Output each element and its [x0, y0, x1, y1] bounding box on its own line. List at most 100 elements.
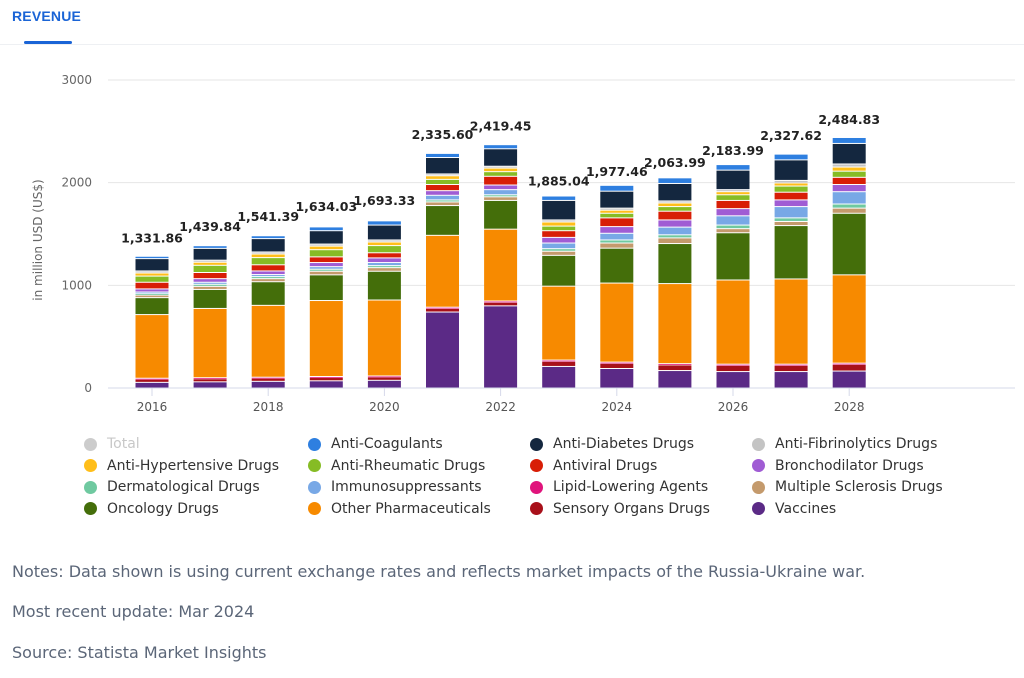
bar-stack-2022[interactable] [484, 145, 518, 388]
bar-segment-sensory-organs-drugs[interactable] [484, 302, 518, 306]
bar-segment-sensory-organs-drugs[interactable] [193, 379, 227, 382]
bar-segment-multiple-sclerosis-drugs[interactable] [716, 229, 750, 233]
bar-segment-lipid-lowering-agents[interactable] [135, 378, 169, 380]
bar-segment-dermatological-drugs[interactable] [658, 235, 692, 238]
bar-segment-anti-rheumatic-drugs[interactable] [600, 213, 634, 218]
bar-segment-anti-hypertensive-drugs[interactable] [658, 203, 692, 207]
bar-segment-other-pharmaceuticals[interactable] [542, 286, 576, 360]
bar-stack-2021[interactable] [426, 153, 459, 388]
bar-segment-sensory-organs-drugs[interactable] [832, 364, 866, 371]
bar-segment-oncology-drugs[interactable] [832, 213, 866, 275]
bar-segment-anti-hypertensive-drugs[interactable] [367, 242, 401, 246]
bar-segment-other-pharmaceuticals[interactable] [600, 283, 634, 362]
bar-segment-anti-diabetes-drugs[interactable] [832, 143, 866, 164]
bar-segment-anti-fibrinolytics-drugs[interactable] [484, 166, 518, 168]
bar-segment-sensory-organs-drugs[interactable] [600, 363, 634, 368]
bar-stack-2024[interactable] [600, 185, 634, 388]
bar-segment-immunosuppressants[interactable] [600, 233, 634, 240]
bar-segment-anti-diabetes-drugs[interactable] [716, 170, 750, 190]
bar-segment-anti-diabetes-drugs[interactable] [251, 239, 285, 252]
bar-segment-lipid-lowering-agents[interactable] [774, 364, 808, 366]
bar-segment-vaccines[interactable] [658, 371, 692, 388]
bar-segment-anti-rheumatic-drugs[interactable] [542, 226, 576, 231]
bar-segment-dermatological-drugs[interactable] [832, 204, 866, 208]
bar-segment-anti-hypertensive-drugs[interactable] [251, 254, 285, 258]
bar-segment-anti-diabetes-drugs[interactable] [309, 231, 343, 244]
bar-segment-anti-hypertensive-drugs[interactable] [542, 222, 576, 226]
bar-stack-2016[interactable] [135, 256, 169, 388]
bar-segment-anti-rheumatic-drugs[interactable] [774, 186, 808, 192]
bar-stack-2027[interactable] [774, 154, 808, 388]
bar-segment-lipid-lowering-agents[interactable] [658, 364, 692, 365]
bar-segment-antiviral-drugs[interactable] [600, 218, 634, 227]
bar-segment-anti-rheumatic-drugs[interactable] [832, 171, 866, 177]
bar-segment-immunosuppressants[interactable] [426, 195, 459, 200]
bar-segment-anti-coagulants[interactable] [716, 165, 750, 170]
bar-segment-other-pharmaceuticals[interactable] [251, 305, 285, 377]
bar-segment-other-pharmaceuticals[interactable] [193, 308, 227, 378]
bar-segment-anti-diabetes-drugs[interactable] [426, 158, 459, 174]
bar-segment-bronchodilator-drugs[interactable] [484, 185, 518, 190]
bar-segment-multiple-sclerosis-drugs[interactable] [658, 238, 692, 244]
bar-segment-anti-diabetes-drugs[interactable] [600, 191, 634, 208]
bar-segment-oncology-drugs[interactable] [600, 248, 634, 283]
bar-segment-sensory-organs-drugs[interactable] [658, 365, 692, 371]
bar-stack-2025[interactable] [658, 178, 692, 388]
bar-stack-2020[interactable] [367, 221, 401, 388]
bar-segment-dermatological-drugs[interactable] [716, 225, 750, 229]
bar-segment-other-pharmaceuticals[interactable] [426, 235, 459, 307]
bar-segment-multiple-sclerosis-drugs[interactable] [135, 295, 169, 298]
bar-segment-multiple-sclerosis-drugs[interactable] [251, 279, 285, 282]
bar-segment-other-pharmaceuticals[interactable] [832, 275, 866, 363]
bar-segment-dermatological-drugs[interactable] [251, 277, 285, 279]
bar-segment-other-pharmaceuticals[interactable] [484, 229, 518, 301]
bar-segment-bronchodilator-drugs[interactable] [309, 263, 343, 267]
bar-segment-anti-hypertensive-drugs[interactable] [309, 246, 343, 250]
bar-segment-lipid-lowering-agents[interactable] [832, 363, 866, 365]
bar-segment-anti-coagulants[interactable] [832, 137, 866, 143]
bar-segment-anti-fibrinolytics-drugs[interactable] [600, 208, 634, 210]
bar-segment-anti-coagulants[interactable] [367, 221, 401, 225]
tab-revenue[interactable]: REVENUE [12, 8, 82, 24]
legend-item-antiviral-drugs[interactable]: Antiviral Drugs [530, 456, 657, 476]
bar-segment-bronchodilator-drugs[interactable] [716, 209, 750, 216]
bar-segment-antiviral-drugs[interactable] [193, 273, 227, 279]
bar-segment-oncology-drugs[interactable] [309, 275, 343, 301]
bar-segment-sensory-organs-drugs[interactable] [367, 377, 401, 380]
bar-segment-other-pharmaceuticals[interactable] [658, 284, 692, 364]
bar-segment-anti-coagulants[interactable] [658, 178, 692, 183]
bar-stack-2017[interactable] [193, 246, 227, 388]
bar-segment-anti-coagulants[interactable] [484, 145, 518, 149]
bar-segment-sensory-organs-drugs[interactable] [716, 365, 750, 372]
bar-segment-oncology-drugs[interactable] [426, 206, 459, 235]
bar-segment-anti-fibrinolytics-drugs[interactable] [716, 190, 750, 192]
bar-segment-multiple-sclerosis-drugs[interactable] [600, 243, 634, 248]
bar-segment-immunosuppressants[interactable] [135, 292, 169, 294]
bar-segment-antiviral-drugs[interactable] [135, 282, 169, 289]
bar-segment-multiple-sclerosis-drugs[interactable] [832, 208, 866, 213]
bar-segment-anti-rheumatic-drugs[interactable] [193, 265, 227, 272]
bar-segment-anti-diabetes-drugs[interactable] [484, 149, 518, 166]
bar-segment-antiviral-drugs[interactable] [367, 253, 401, 258]
bar-segment-anti-diabetes-drugs[interactable] [135, 259, 169, 271]
bar-segment-sensory-organs-drugs[interactable] [774, 365, 808, 372]
bar-segment-anti-hypertensive-drugs[interactable] [135, 273, 169, 276]
bar-segment-bronchodilator-drugs[interactable] [774, 200, 808, 207]
bar-segment-anti-coagulants[interactable] [309, 227, 343, 231]
bar-segment-sensory-organs-drugs[interactable] [426, 308, 459, 312]
bar-segment-anti-diabetes-drugs[interactable] [542, 200, 576, 220]
bar-segment-anti-fibrinolytics-drugs[interactable] [426, 174, 459, 176]
bar-segment-anti-diabetes-drugs[interactable] [193, 248, 227, 260]
bar-segment-immunosuppressants[interactable] [658, 227, 692, 235]
bar-segment-anti-coagulants[interactable] [251, 236, 285, 239]
bar-segment-anti-coagulants[interactable] [600, 185, 634, 191]
bar-segment-lipid-lowering-agents[interactable] [716, 364, 750, 366]
bar-segment-vaccines[interactable] [484, 306, 518, 388]
bar-segment-anti-fibrinolytics-drugs[interactable] [832, 164, 866, 167]
bar-segment-immunosuppressants[interactable] [542, 243, 576, 249]
bar-segment-antiviral-drugs[interactable] [658, 211, 692, 220]
bar-segment-vaccines[interactable] [426, 312, 459, 388]
bar-segment-multiple-sclerosis-drugs[interactable] [193, 286, 227, 289]
bar-segment-multiple-sclerosis-drugs[interactable] [367, 268, 401, 271]
bar-segment-bronchodilator-drugs[interactable] [542, 237, 576, 243]
